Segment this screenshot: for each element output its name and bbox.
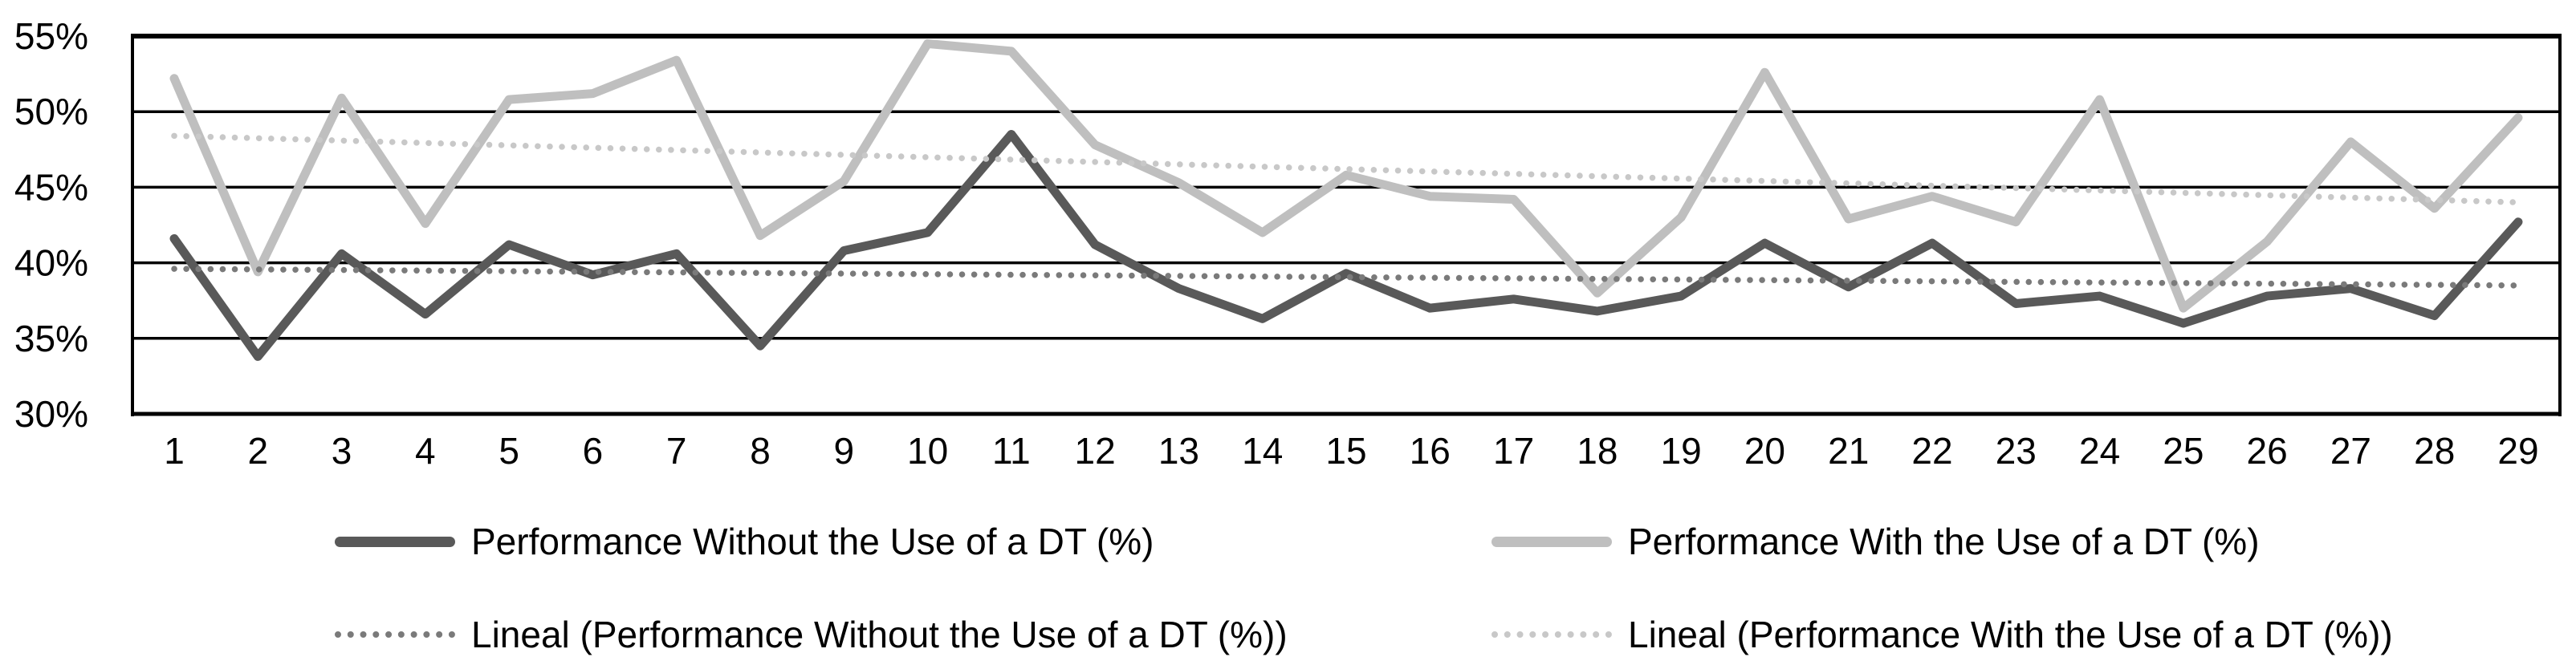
legend-label-without-dt: Performance Without the Use of a DT (%): [471, 521, 1154, 562]
x-axis-label: 4: [415, 430, 436, 472]
x-axis-label: 18: [1577, 430, 1618, 472]
x-axis-label: 12: [1075, 430, 1116, 472]
x-axis-label: 25: [2163, 430, 2204, 472]
legend-item-with-dt: Performance With the Use of a DT (%): [1491, 513, 2260, 570]
legend-label-with-dt: Performance With the Use of a DT (%): [1628, 521, 2260, 562]
x-axis-label: 5: [499, 430, 519, 472]
legend-row-2: Lineal (Performance Without the Use of a…: [0, 606, 2576, 663]
x-axis-label: 6: [583, 430, 604, 472]
x-axis-label: 10: [907, 430, 948, 472]
legend-item-without-dt: Performance Without the Use of a DT (%): [335, 513, 1154, 570]
x-axis-label: 14: [1242, 430, 1283, 472]
x-axis-label: 3: [332, 430, 352, 472]
legend-swatch-lineal-without-dt: [335, 631, 455, 638]
trend-lines: [171, 132, 2521, 289]
x-axis-label: 17: [1493, 430, 1534, 472]
x-axis-label: 20: [1744, 430, 1785, 472]
y-axis-label: 30%: [14, 393, 88, 435]
x-axis-label: 29: [2497, 430, 2538, 472]
x-axis-label: 19: [1661, 430, 1702, 472]
y-axis-label: 50%: [14, 91, 88, 132]
legend-swatch-lineal-with-dt: [1491, 631, 1612, 638]
x-axis-label: 16: [1410, 430, 1451, 472]
series-line-without-dt: [169, 129, 2523, 361]
x-axis-label: 28: [2414, 430, 2455, 472]
y-axis-label: 40%: [14, 242, 88, 284]
plot-borders: [131, 34, 2562, 416]
legend-item-lineal-without-dt: Lineal (Performance Without the Use of a…: [335, 606, 1288, 663]
x-axis-label: 22: [1911, 430, 1952, 472]
trend-line-with-dt: [171, 132, 2521, 205]
y-axis-label: 55%: [14, 15, 88, 57]
legend-label-lineal-with-dt: Lineal (Performance With the Use of a DT…: [1628, 614, 2393, 655]
x-axis-label: 26: [2247, 430, 2288, 472]
x-axis-label: 21: [1828, 430, 1869, 472]
y-axis-label: 45%: [14, 166, 88, 208]
y-axis-labels: 30% 35% 40% 45% 50% 55%: [14, 15, 88, 435]
legend-item-lineal-with-dt: Lineal (Performance With the Use of a DT…: [1491, 606, 2393, 663]
x-axis-label: 23: [1996, 430, 2037, 472]
x-axis-label: 7: [666, 430, 687, 472]
series-line-with-dt: [169, 39, 2523, 313]
y-axis-label: 35%: [14, 318, 88, 359]
x-axis-label: 1: [164, 430, 185, 472]
x-axis-label: 13: [1158, 430, 1199, 472]
legend-label-lineal-without-dt: Lineal (Performance Without the Use of a…: [471, 614, 1288, 655]
trend-line-without-dt: [171, 266, 2521, 289]
x-axis-label: 27: [2330, 430, 2371, 472]
legend-swatch-without-dt-line: [335, 536, 455, 547]
x-axis-label: 11: [992, 430, 1031, 472]
legend-row-1: Performance Without the Use of a DT (%) …: [0, 513, 2576, 570]
line-chart: 30%35%40%45%50%55% 1 2 3 4 5 6 7 8 9 10 11 12 13 14 15…: [14, 15, 2562, 472]
x-axis-labels: 1 2 3 4 5 6 7 8 9 10 11 12 13 14 15 16 17 18 19 20 21 22 23 24 2…: [164, 430, 2538, 472]
x-axis-label: 8: [750, 430, 771, 472]
gridlines: [132, 34, 2560, 416]
legend-swatch-with-dt-line: [1491, 536, 1612, 547]
x-axis-label: 9: [833, 430, 854, 472]
x-axis-label: 2: [247, 430, 268, 472]
x-axis-label: 15: [1325, 430, 1366, 472]
x-axis-label: 24: [2079, 430, 2120, 472]
series-lines: [169, 39, 2523, 361]
